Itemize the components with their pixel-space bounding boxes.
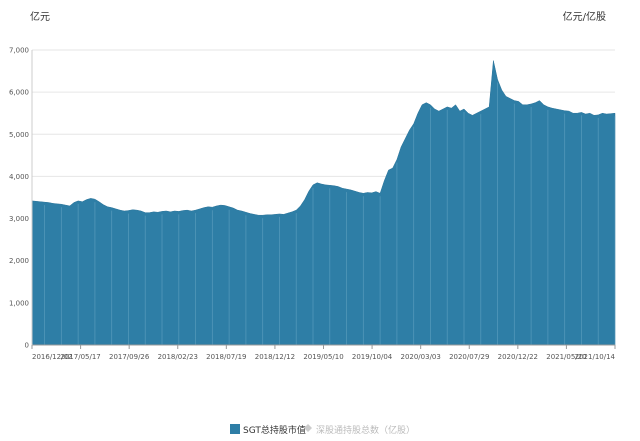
legend[interactable]: SGT总持股市值 深股通持股总数（亿股） bbox=[230, 424, 415, 436]
x-tick-label: 2019/05/10 bbox=[303, 353, 343, 361]
legend-item-sgt[interactable]: SGT总持股市值 bbox=[230, 424, 306, 436]
y-axis-right-unit: 亿元/亿股 bbox=[563, 10, 606, 23]
x-tick-label: 2019/10/04 bbox=[352, 353, 393, 361]
legend-marker-shares bbox=[304, 424, 312, 432]
legend-label-sgt: SGT总持股市值 bbox=[243, 424, 306, 436]
x-tick-label: 2016/12/02 bbox=[32, 353, 72, 361]
x-tick-label: 2020/12/22 bbox=[498, 353, 538, 361]
x-tick-label: 2018/02/23 bbox=[158, 353, 198, 361]
y-axis-left-unit: 亿元 bbox=[30, 10, 50, 23]
y-tick-label: 3,000 bbox=[9, 215, 29, 223]
y-tick-label: 5,000 bbox=[9, 131, 29, 139]
area-series-sgt bbox=[31, 60, 616, 346]
x-tick-label: 2018/07/19 bbox=[206, 353, 246, 361]
legend-item-shares[interactable]: 深股通持股总数（亿股） bbox=[304, 424, 415, 436]
y-tick-label: 4,000 bbox=[9, 173, 29, 181]
x-tick-label: 2017/05/17 bbox=[60, 353, 100, 361]
y-tick-label: 2,000 bbox=[9, 257, 29, 265]
x-tick-label: 2020/07/29 bbox=[449, 353, 489, 361]
legend-label-shares: 深股通持股总数（亿股） bbox=[316, 424, 415, 436]
y-tick-label: 7,000 bbox=[9, 47, 29, 55]
x-tick-label: 2020/03/03 bbox=[400, 353, 440, 361]
x-tick-label: 2021/10/14 bbox=[575, 353, 616, 361]
x-tick-label: 2021/05/20 bbox=[546, 353, 586, 361]
x-tick-label: 2018/12/12 bbox=[255, 353, 295, 361]
y-axis-ticks: 0 1,000 2,000 3,000 4,000 5,000 6,000 7,000 bbox=[9, 47, 29, 350]
area-streaks bbox=[44, 82, 616, 345]
y-tick-label: 0 bbox=[25, 342, 29, 350]
y-tick-label: 1,000 bbox=[9, 299, 29, 307]
x-tick-label: 2017/09/26 bbox=[109, 353, 150, 361]
legend-swatch-sgt bbox=[230, 424, 240, 434]
y-tick-label: 6,000 bbox=[9, 89, 29, 97]
